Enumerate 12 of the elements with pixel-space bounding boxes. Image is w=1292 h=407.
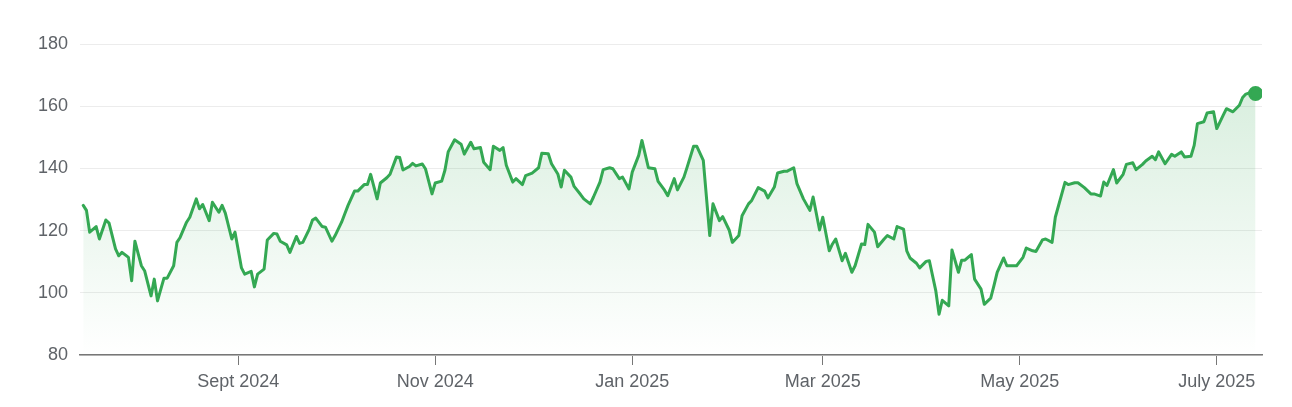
x-tick-label: Sept 2024 [197, 370, 280, 391]
x-tick-label: Nov 2024 [396, 370, 474, 391]
x-tick-label: May 2025 [980, 370, 1060, 391]
y-tick-label: 120 [37, 219, 68, 240]
x-tick-label: Jan 2025 [595, 370, 670, 391]
y-tick-label: 180 [37, 32, 68, 53]
y-tick-label: 100 [37, 281, 68, 302]
y-tick-label: 140 [37, 157, 68, 178]
y-tick-label: 80 [47, 343, 68, 364]
x-tick-label: July 2025 [1178, 370, 1256, 391]
x-tick-label: Mar 2025 [784, 370, 861, 391]
y-tick-label: 160 [37, 95, 68, 116]
